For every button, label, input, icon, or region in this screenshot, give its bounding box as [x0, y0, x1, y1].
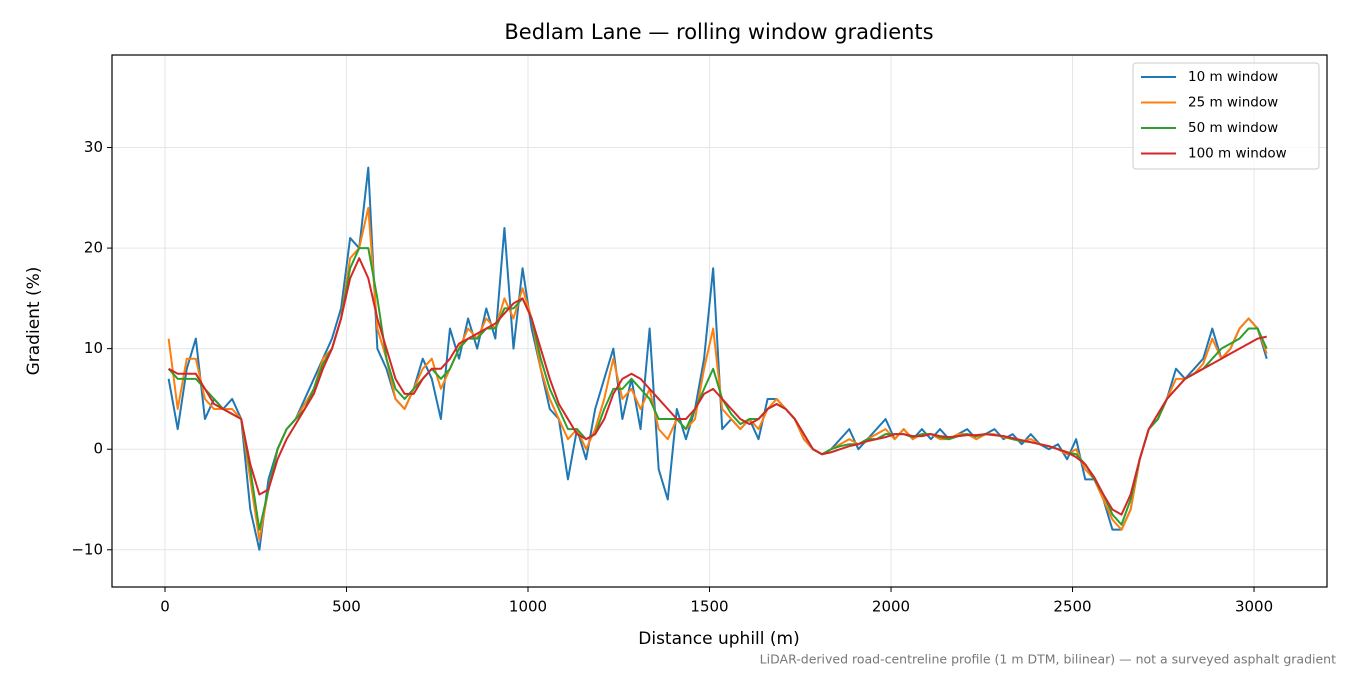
legend-label: 100 m window [1188, 146, 1287, 162]
x-tick-label: 1500 [690, 598, 728, 616]
x-tick-label: 0 [160, 598, 170, 616]
legend-box [1132, 62, 1320, 170]
x-axis-label: Distance uphill (m) [638, 629, 799, 649]
chart-title: Bedlam Lane — rolling window gradients [504, 20, 933, 44]
series-line [167, 247, 1268, 531]
x-tick-label: 2000 [872, 598, 910, 616]
y-axis-label: Gradient (%) [24, 267, 44, 376]
y-tick-label: 30 [84, 138, 103, 156]
series-line [168, 257, 1267, 516]
x-tick-label: 500 [332, 598, 361, 616]
y-tick-label: 0 [93, 440, 103, 458]
legend-label: 50 m window [1188, 120, 1278, 136]
legend-label: 10 m window [1188, 69, 1278, 85]
y-tick-label: 20 [84, 239, 103, 257]
footnote: LiDAR-derived road-centreline profile (1… [760, 652, 1336, 667]
ticks-layer: 0 500 1000 1500 2000 2500 3000 −10 0 10 20 30 [71, 138, 1273, 615]
series-line [167, 166, 1268, 551]
series-line [167, 206, 1268, 541]
lines-layer [167, 166, 1268, 551]
x-tick-label: 3000 [1235, 598, 1273, 616]
legend-label: 25 m window [1188, 95, 1278, 111]
x-tick-label: 2500 [1053, 598, 1091, 616]
x-tick-label: 1000 [509, 598, 547, 616]
grid-layer [112, 55, 1327, 587]
plot-frame [111, 54, 1328, 588]
y-tick-label: 10 [84, 339, 103, 357]
legend: 10 m window 25 m window 50 m window 100 m w… [1132, 62, 1320, 170]
y-tick-label: −10 [71, 540, 103, 558]
